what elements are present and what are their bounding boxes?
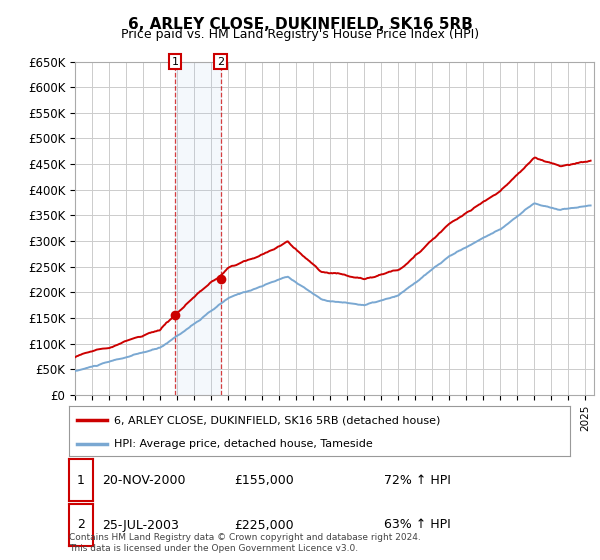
Text: 1: 1: [77, 474, 85, 487]
Text: 1: 1: [172, 57, 179, 67]
Text: 6, ARLEY CLOSE, DUKINFIELD, SK16 5RB (detached house): 6, ARLEY CLOSE, DUKINFIELD, SK16 5RB (de…: [114, 415, 440, 425]
Text: £155,000: £155,000: [234, 474, 294, 487]
Text: HPI: Average price, detached house, Tameside: HPI: Average price, detached house, Tame…: [114, 439, 373, 449]
Text: 2: 2: [77, 519, 85, 531]
Bar: [175, 62, 221, 395]
Text: 20-NOV-2000: 20-NOV-2000: [102, 474, 185, 487]
Text: 2: 2: [217, 57, 224, 67]
Text: Price paid vs. HM Land Registry's House Price Index (HPI): Price paid vs. HM Land Registry's House …: [121, 28, 479, 41]
Text: £225,000: £225,000: [234, 519, 293, 531]
Text: 63% ↑ HPI: 63% ↑ HPI: [384, 519, 451, 531]
Text: 72% ↑ HPI: 72% ↑ HPI: [384, 474, 451, 487]
Text: Contains HM Land Registry data © Crown copyright and database right 2024.
This d: Contains HM Land Registry data © Crown c…: [69, 533, 421, 553]
Text: 6, ARLEY CLOSE, DUKINFIELD, SK16 5RB: 6, ARLEY CLOSE, DUKINFIELD, SK16 5RB: [128, 17, 472, 32]
Text: 25-JUL-2003: 25-JUL-2003: [102, 519, 179, 531]
